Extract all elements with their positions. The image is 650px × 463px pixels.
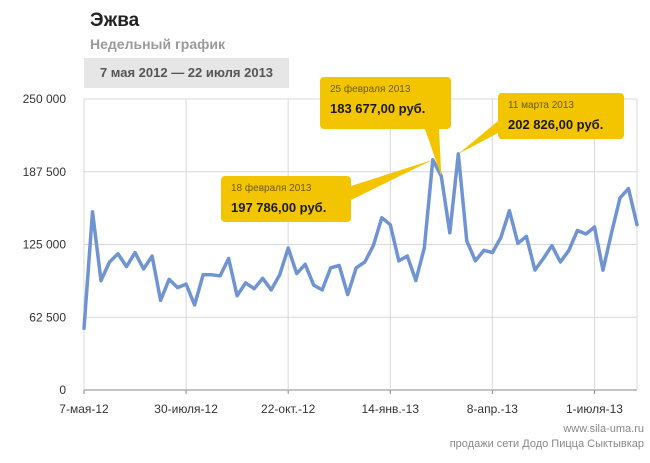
data-point bbox=[397, 259, 401, 263]
data-point bbox=[609, 231, 613, 235]
data-point bbox=[626, 187, 630, 191]
x-tick-label: 22-окт.-12 bbox=[261, 402, 316, 416]
callout-value: 197 786,00 руб. bbox=[231, 200, 326, 215]
data-point bbox=[91, 210, 95, 214]
data-point bbox=[473, 259, 477, 263]
data-point bbox=[184, 282, 188, 286]
data-point bbox=[465, 239, 469, 243]
data-point bbox=[490, 251, 494, 255]
data-point bbox=[541, 256, 545, 260]
data-point bbox=[167, 277, 171, 281]
callout-pointer bbox=[351, 159, 433, 200]
data-point bbox=[82, 326, 86, 330]
data-point bbox=[252, 287, 256, 291]
y-tick-label: 62 500 bbox=[29, 310, 66, 324]
data-point bbox=[405, 254, 409, 258]
data-point bbox=[303, 262, 307, 266]
data-point bbox=[575, 229, 579, 233]
x-tick-label: 30-июля-12 bbox=[154, 402, 218, 416]
data-point bbox=[618, 196, 622, 200]
data-point bbox=[227, 256, 231, 260]
data-point bbox=[210, 273, 214, 277]
callout-value: 183 677,00 руб. bbox=[330, 101, 425, 116]
page-title: Эжва bbox=[90, 10, 140, 31]
data-point bbox=[584, 232, 588, 236]
data-point bbox=[354, 266, 358, 270]
data-point bbox=[150, 254, 154, 258]
data-point bbox=[601, 268, 605, 272]
callout-box bbox=[320, 77, 451, 129]
data-point bbox=[133, 251, 137, 255]
data-point bbox=[516, 241, 520, 245]
callout-box bbox=[498, 93, 624, 139]
data-point bbox=[363, 260, 367, 264]
data-point bbox=[507, 209, 511, 213]
data-point bbox=[176, 286, 180, 290]
data-point bbox=[380, 216, 384, 220]
x-tick-label: 7-мая-12 bbox=[59, 402, 109, 416]
data-point bbox=[278, 273, 282, 277]
data-point bbox=[295, 272, 299, 276]
callout-date: 18 февраля 2013 bbox=[231, 182, 312, 194]
data-point bbox=[592, 225, 596, 229]
data-point bbox=[269, 288, 273, 292]
data-point bbox=[533, 268, 537, 272]
callout-pointer bbox=[425, 129, 442, 177]
data-point bbox=[286, 246, 290, 250]
data-point bbox=[201, 273, 205, 277]
data-point bbox=[448, 231, 452, 235]
footer-site: www.sila-uma.ru bbox=[563, 423, 644, 435]
callout-date: 25 февраля 2013 bbox=[330, 83, 411, 95]
x-tick-label: 14-янв.-13 bbox=[362, 402, 420, 416]
data-point bbox=[142, 267, 146, 271]
data-point bbox=[337, 263, 341, 267]
y-tick-label: 0 bbox=[59, 383, 66, 397]
data-point bbox=[499, 236, 503, 240]
y-tick-label: 187 500 bbox=[23, 165, 67, 179]
page-subtitle: Недельный график bbox=[90, 36, 226, 52]
data-point bbox=[159, 298, 163, 302]
data-point bbox=[482, 248, 486, 252]
y-tick-label: 250 000 bbox=[23, 92, 67, 106]
data-point bbox=[558, 260, 562, 264]
callout-box bbox=[221, 176, 351, 222]
data-point bbox=[193, 303, 197, 307]
data-point bbox=[99, 279, 103, 283]
data-point bbox=[116, 252, 120, 256]
footer-caption: продажи сети Додо Пицца Сыктывкар bbox=[449, 438, 644, 450]
data-point bbox=[567, 248, 571, 252]
x-tick-label: 8-апр.-13 bbox=[467, 402, 519, 416]
data-point bbox=[312, 283, 316, 287]
data-point bbox=[422, 246, 426, 250]
callout-value: 202 826,00 руб. bbox=[508, 117, 603, 132]
data-point bbox=[524, 234, 528, 238]
data-point bbox=[320, 288, 324, 292]
data-point bbox=[388, 223, 392, 227]
callout-date: 11 марта 2013 bbox=[508, 100, 574, 111]
data-point bbox=[550, 244, 554, 248]
data-point bbox=[346, 293, 350, 297]
data-point bbox=[261, 276, 265, 280]
data-point bbox=[235, 294, 239, 298]
series-line bbox=[82, 152, 639, 331]
x-tick-label: 1-июля-13 bbox=[566, 402, 623, 416]
y-tick-label: 125 000 bbox=[23, 238, 67, 252]
data-point bbox=[108, 260, 112, 264]
data-point bbox=[218, 274, 222, 278]
data-point bbox=[414, 279, 418, 283]
data-point bbox=[371, 244, 375, 248]
data-point bbox=[329, 266, 333, 270]
date-range-label: 7 мая 2012 — 22 июля 2013 bbox=[84, 58, 289, 88]
data-point bbox=[244, 281, 248, 285]
callout-pointer bbox=[458, 121, 498, 154]
data-point bbox=[125, 265, 129, 269]
data-point bbox=[635, 223, 639, 227]
